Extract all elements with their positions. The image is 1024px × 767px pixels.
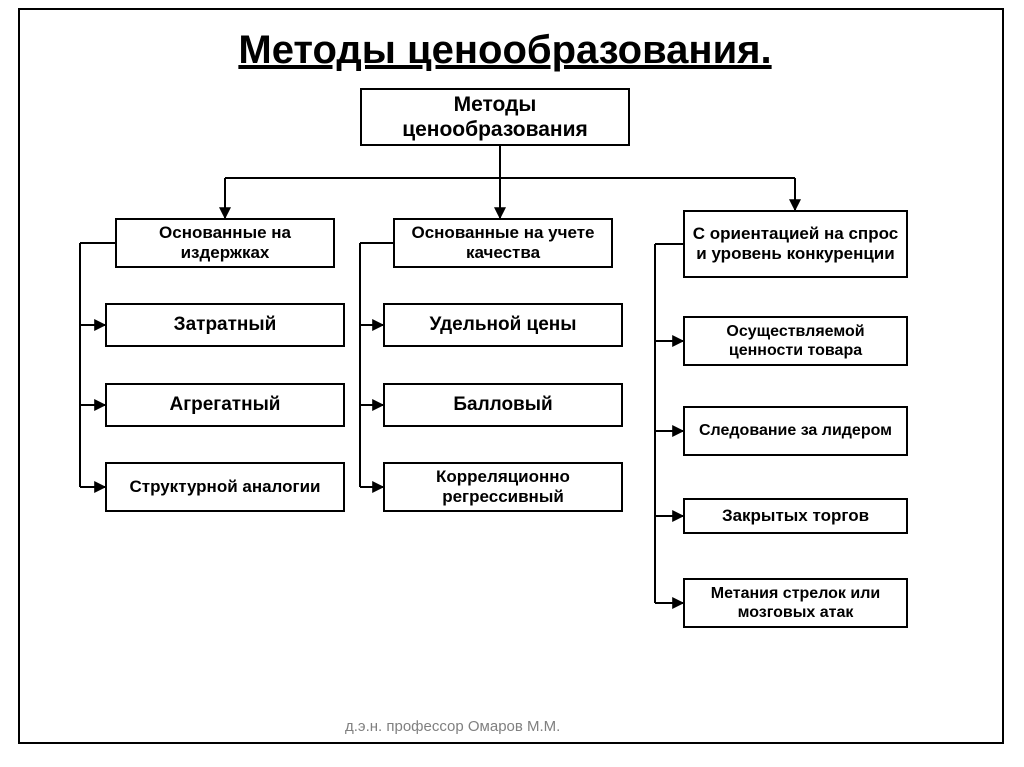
- box-col3-b4: Метания стрелок или мозговых атак: [683, 578, 908, 628]
- box-col1-b1: Затратный: [105, 303, 345, 347]
- box-col3-b1: Осуществляемой ценности товара: [683, 316, 908, 366]
- box-root: Методы ценообразования: [360, 88, 630, 146]
- box-col3-header: С ориентацией на спрос и уровень конкуре…: [683, 210, 908, 278]
- box-col2-b2: Балловый: [383, 383, 623, 427]
- box-col1-header: Основанные на издержках: [115, 218, 335, 268]
- box-col2-header: Основанные на учете качества: [393, 218, 613, 268]
- box-col3-b3: Закрытых торгов: [683, 498, 908, 534]
- box-col2-b3: Корреляционно регрессивный: [383, 462, 623, 512]
- box-col1-b2: Агрегатный: [105, 383, 345, 427]
- box-col3-b2: Следование за лидером: [683, 406, 908, 456]
- slide-title: Методы ценообразования.: [105, 28, 905, 73]
- box-col1-b3: Структурной аналогии: [105, 462, 345, 512]
- footer-credit: д.э.н. профессор Омаров М.М.: [345, 718, 560, 735]
- box-col2-b1: Удельной цены: [383, 303, 623, 347]
